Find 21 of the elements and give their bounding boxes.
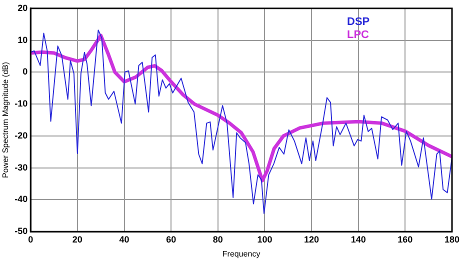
x-tick-label: 100 [257,234,272,244]
y-tick-label: 20 [18,2,28,13]
x-tick-label: 180 [444,234,460,244]
x-tick-label: 20 [72,234,82,244]
x-tick-label: 120 [304,234,320,244]
x-tick-label: 40 [119,234,130,244]
y-axis-title: Power Spectrum Magnitude (dB) [1,62,10,178]
y-tick-label: -50 [14,226,28,236]
y-tick-label: -10 [14,98,28,109]
x-tick-label: 160 [398,234,413,244]
text: LPC [347,28,370,41]
x-tick-label: 60 [166,234,176,244]
x-tick-label: 80 [212,234,223,244]
y-tick-label: 0 [22,66,28,77]
y-tick-label: 10 [18,34,28,45]
x-axis-title: Frequency [222,249,260,258]
y-tick-label: -20 [14,130,28,140]
x-tick-label: 140 [350,234,366,244]
y-tick-label: -30 [14,162,28,172]
y-tick-label: -40 [14,194,28,204]
text: DSP [347,16,370,28]
